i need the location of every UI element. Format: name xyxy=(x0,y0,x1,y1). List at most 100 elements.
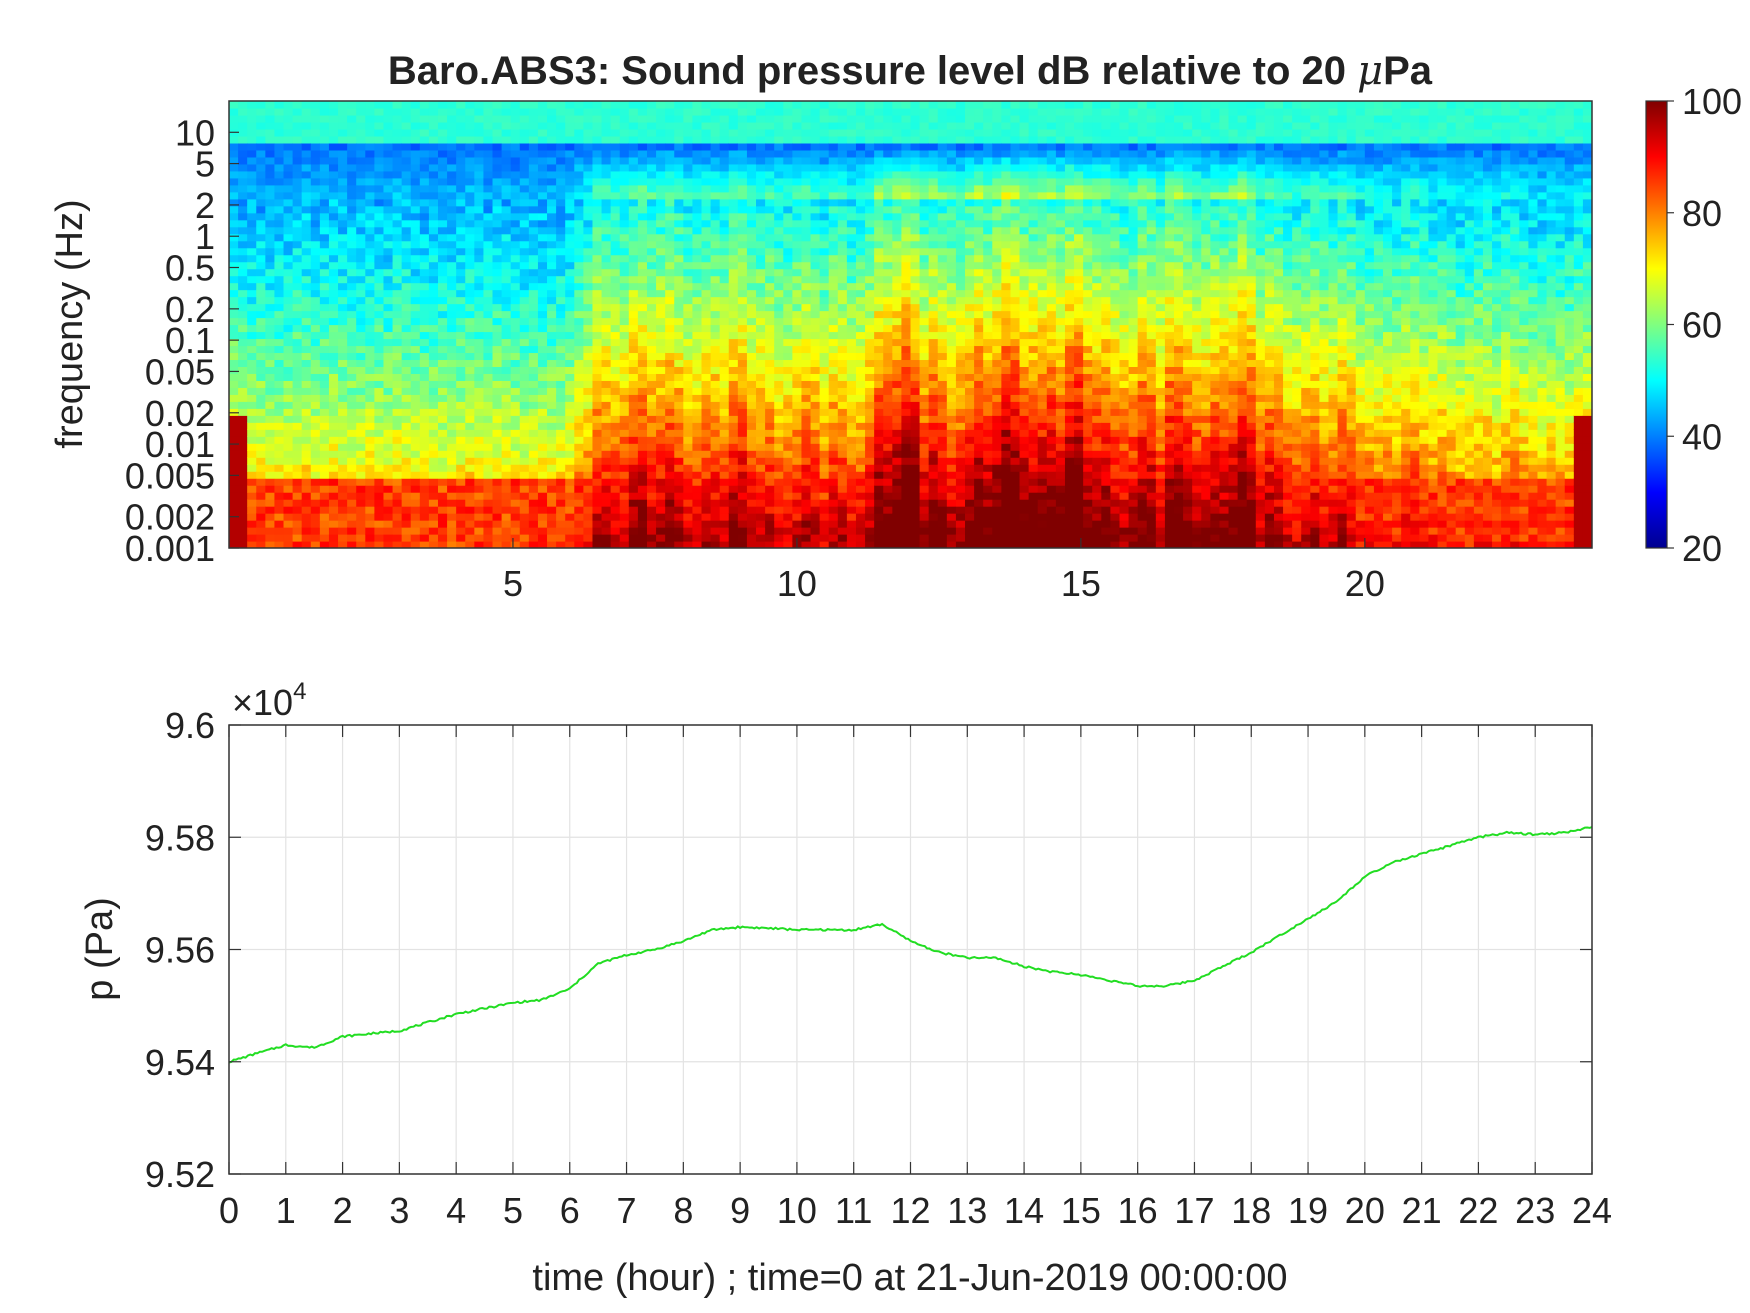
spectrogram-cell xyxy=(883,345,893,354)
spectrogram-cell xyxy=(874,520,884,528)
spectrogram-cell xyxy=(710,254,721,263)
spectrogram-cell xyxy=(301,101,312,109)
spectrogram-cell xyxy=(692,534,703,542)
spectrogram-cell xyxy=(828,471,839,479)
spectrogram-cell xyxy=(265,366,276,374)
spectrogram-cell xyxy=(619,268,630,277)
spectrogram-cell xyxy=(737,233,748,242)
spectrogram-cell xyxy=(765,464,775,472)
spectrogram-cell xyxy=(756,422,766,430)
spectrogram-cell xyxy=(628,527,639,535)
spectrogram-cell xyxy=(510,135,521,144)
spectrogram-cell xyxy=(328,107,339,116)
spectrogram-cell xyxy=(519,170,530,179)
spectrogram-cell xyxy=(919,380,930,388)
spectrogram-cell xyxy=(637,520,648,528)
spectrogram-cell xyxy=(292,345,303,354)
spectrogram-cell xyxy=(883,513,893,521)
spectrogram-cell xyxy=(256,268,266,277)
spectrogram-cell xyxy=(874,268,884,277)
spectrogram-cell xyxy=(874,198,884,207)
spectrogram-cell xyxy=(683,170,694,179)
spectrogram-cell xyxy=(719,128,730,137)
spectrogram-cell xyxy=(401,121,412,130)
spectrogram-cell xyxy=(374,247,385,256)
spectrogram-cell xyxy=(628,114,639,123)
spectrogram-cell xyxy=(501,219,512,228)
spectrogram-cell xyxy=(456,443,466,451)
spectrogram-cell xyxy=(783,184,793,193)
spectrogram-cell xyxy=(746,534,757,542)
spectrogram-cell xyxy=(356,149,366,158)
spectrogram-cell xyxy=(883,534,893,542)
spectrogram-cell xyxy=(901,457,912,465)
spectrogram-cell xyxy=(383,457,394,465)
spectrogram-cell xyxy=(819,541,830,548)
spectrogram-cell xyxy=(483,275,494,284)
spectrogram-cell xyxy=(592,506,603,514)
spectrogram-cell xyxy=(374,450,385,458)
spectrogram-cell xyxy=(574,422,584,430)
spectrogram-cell xyxy=(774,499,784,507)
spectrogram-cell xyxy=(892,415,903,423)
spectrogram-cell xyxy=(792,317,803,326)
spectrogram-cell xyxy=(383,191,394,200)
spectrogram-cell xyxy=(674,317,684,326)
spectrogram-cell xyxy=(819,177,830,186)
spectrogram-cell xyxy=(256,492,266,500)
spectrogram-cell xyxy=(855,170,866,179)
spectrogram-cell xyxy=(728,513,739,521)
spectrogram-cell xyxy=(837,331,848,340)
spectrogram-cell xyxy=(374,191,385,200)
spectrogram-cell xyxy=(892,254,903,263)
spectrogram-cell xyxy=(674,163,684,172)
spectrogram-cell xyxy=(719,331,730,340)
spectrogram-cell xyxy=(646,324,657,333)
spectrogram-cell xyxy=(774,338,784,347)
spectrogram-cell xyxy=(756,170,766,179)
spectrogram-cell xyxy=(928,450,939,458)
spectrogram-cell xyxy=(765,247,775,256)
spectrogram-cell xyxy=(656,303,666,312)
spectrogram-cell xyxy=(510,268,521,277)
spectrogram-cell xyxy=(338,408,348,416)
spectrogram-cell xyxy=(746,296,757,305)
spectrogram-cell xyxy=(865,198,875,207)
spectrogram-cell xyxy=(556,282,566,291)
spectrogram-cell xyxy=(610,296,621,305)
spectrogram-cell xyxy=(910,366,921,374)
spectrogram-cell xyxy=(646,275,657,284)
spectrogram-cell xyxy=(483,135,494,144)
spectrogram-cell xyxy=(229,534,239,542)
spectrogram-cell xyxy=(537,429,548,437)
spectrogram-cell xyxy=(701,128,712,137)
spectrogram-cell xyxy=(746,443,757,451)
spectrogram-cell xyxy=(737,296,748,305)
spectrogram-cell xyxy=(519,324,530,333)
spectrogram-cell xyxy=(883,107,893,116)
spectrogram-cell xyxy=(619,177,630,186)
spectrogram-cell xyxy=(692,121,703,130)
spectrogram-cell xyxy=(383,436,394,444)
spectrogram-cell xyxy=(692,345,703,354)
spectrogram-cell xyxy=(792,184,803,193)
spectrogram-cell xyxy=(665,135,675,144)
spectrogram-cell xyxy=(919,191,930,200)
spectrogram-cell xyxy=(565,436,575,444)
spectrogram-cell xyxy=(247,296,257,305)
spectrogram-cell xyxy=(283,205,294,214)
spectrogram-cell xyxy=(347,415,357,423)
spectrogram-cell xyxy=(928,156,939,165)
spectrogram-cell xyxy=(347,359,357,367)
spectrogram-cell xyxy=(401,114,412,123)
spectrogram-cell xyxy=(310,114,321,123)
spectrogram-cell xyxy=(756,387,766,395)
spectrogram-cell xyxy=(846,240,857,249)
spectrogram-cell xyxy=(338,191,348,200)
spectrogram-cell xyxy=(347,492,357,500)
spectrogram-cell xyxy=(574,177,584,186)
spectrogram-cell xyxy=(865,394,875,402)
spectrogram-cell xyxy=(437,345,448,354)
spectrogram-cell xyxy=(846,373,857,381)
spectrogram-cell xyxy=(628,163,639,172)
